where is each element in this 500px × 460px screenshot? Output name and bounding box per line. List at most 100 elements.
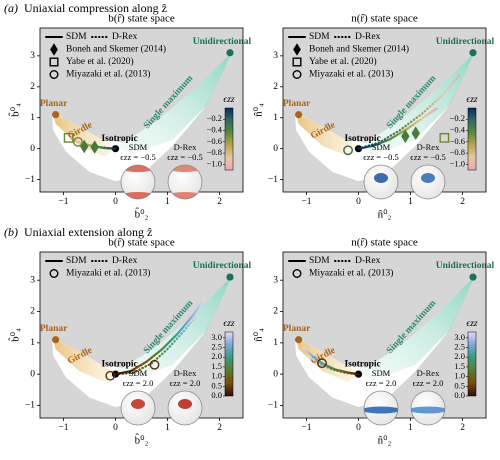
- reference-point: [295, 336, 303, 344]
- legend-label: Miyazaki et al. (2013): [66, 268, 150, 279]
- sphere-outline: [363, 390, 399, 426]
- inset-label: SDM: [372, 142, 391, 152]
- y-axis-label: b̂⁰₄: [8, 328, 22, 342]
- x-axis-label: b̂⁰₂: [135, 207, 149, 221]
- reference-point: [469, 49, 477, 57]
- inset-label: SDM: [372, 368, 391, 378]
- y-tick-label: 3: [30, 275, 35, 285]
- reference-point: [226, 273, 234, 281]
- marker: [343, 145, 353, 156]
- reference-point: [226, 49, 234, 57]
- legend-marker: [292, 57, 302, 67]
- sphere-pattern: [178, 399, 192, 409]
- colorbar-tick-label: 3.0: [211, 332, 222, 342]
- reference-label: Planar: [283, 99, 311, 109]
- sphere-outline: [410, 164, 446, 200]
- colorbar: [224, 107, 234, 171]
- reference-label: Isotropic: [101, 134, 137, 144]
- inset-label: D-Rex: [417, 368, 440, 378]
- inset-strain: ϵzz = −0.5: [167, 152, 202, 162]
- plot-area: [40, 252, 243, 418]
- reference-point: [52, 111, 60, 119]
- legend-label: Miyazaki et al. (2013): [309, 268, 393, 279]
- legend-label: Boneh and Skemer (2014): [309, 44, 409, 55]
- legend-label: Boneh and Skemer (2014): [66, 44, 166, 55]
- inset-strain: ϵzz = −0.5: [410, 152, 445, 162]
- x-axis-label: n̂⁰₂: [378, 209, 392, 221]
- y-tick-label: 2: [30, 307, 35, 317]
- reference-label: Planar: [40, 99, 68, 109]
- reference-label: Isotropic: [344, 134, 380, 144]
- legend-marker: [292, 269, 302, 279]
- legend-label: D-Rex: [355, 256, 381, 266]
- inset-strain: ϵzz = 2.0: [170, 378, 201, 388]
- x-axis-label: b̂⁰₂: [135, 433, 149, 447]
- y-tick-label: −1: [268, 175, 278, 185]
- sphere-outline: [120, 164, 156, 200]
- inset-strain: ϵzz = −0.5: [120, 152, 155, 162]
- single-maximum-band: [115, 51, 233, 155]
- x-tick-label: 0: [113, 423, 118, 433]
- single-maximum-band: [358, 275, 476, 381]
- inset-strain: ϵzz = −0.5: [363, 152, 398, 162]
- girdle-band: [53, 113, 119, 157]
- section-title: Uniaxial extension along ẑ: [24, 225, 152, 239]
- inset-label: SDM: [129, 368, 148, 378]
- sphere-pattern: [364, 406, 398, 414]
- series-line: [70, 137, 117, 150]
- colorbar: [467, 107, 477, 171]
- sphere-outline: [120, 390, 156, 426]
- series-line: [114, 312, 200, 376]
- legend-label: SDM: [309, 32, 330, 42]
- colorbar-tick-label: 3.0: [454, 332, 465, 342]
- colorbar-tick-label: −0.8: [207, 147, 222, 157]
- colorbar-tick-label: 0.5: [454, 380, 465, 390]
- marker: [63, 132, 74, 143]
- girdle-band: [296, 113, 362, 157]
- x-tick-label: −1: [58, 197, 68, 207]
- legend-label: Miyazaki et al. (2013): [66, 69, 150, 80]
- colorbar-tick-label: 0.5: [211, 380, 222, 390]
- sphere-pattern: [411, 406, 445, 414]
- inset-label: D-Rex: [174, 368, 197, 378]
- y-tick-label: −1: [25, 175, 35, 185]
- reference-point: [52, 336, 60, 344]
- series-line: [357, 107, 438, 150]
- colorbar-tick-label: 0.0: [211, 390, 222, 400]
- y-tick-label: 2: [273, 307, 278, 317]
- colorbar-tick-label: 2.5: [454, 341, 465, 351]
- legend-label: D-Rex: [112, 256, 138, 266]
- marker: [401, 129, 410, 144]
- legend-marker: [49, 57, 59, 67]
- inset-strain: ϵzz = 2.0: [413, 378, 444, 388]
- legend-label: D-Rex: [355, 32, 381, 42]
- x-tick-label: 0: [356, 423, 361, 433]
- x-tick-label: 2: [460, 197, 465, 207]
- panel-title: b(r̂) state space: [108, 237, 175, 249]
- x-tick-label: 1: [165, 197, 170, 207]
- x-tick-label: 1: [408, 423, 413, 433]
- panel-title: n(r̂) state space: [351, 237, 418, 249]
- x-tick-label: 2: [460, 423, 465, 433]
- y-tick-label: 1: [273, 113, 278, 123]
- legend-label: D-Rex: [112, 32, 138, 42]
- sphere-outline: [167, 390, 203, 426]
- legend-label: Yabe et al. (2020): [66, 56, 134, 67]
- sphere-outline: [363, 164, 399, 200]
- series-line: [307, 355, 360, 376]
- marker: [149, 359, 160, 370]
- marker: [411, 126, 420, 141]
- sphere-pattern: [421, 173, 435, 183]
- reference-label: Unidirectional: [436, 37, 495, 47]
- colorbar-tick-label: −0.6: [207, 136, 222, 146]
- series-line: [357, 73, 462, 150]
- colorbar-label: ϵzz: [466, 319, 478, 329]
- legend-marker: [49, 69, 59, 79]
- pattern-spot: [374, 173, 388, 183]
- y-tick-label: 3: [273, 51, 278, 61]
- colorbar-tick-label: 1.0: [454, 371, 465, 381]
- section-title: Uniaxial compression along ẑ: [24, 1, 167, 15]
- colorbar: [224, 331, 234, 397]
- reference-label: Planar: [40, 324, 68, 334]
- reference-label: Unidirectional: [436, 261, 495, 271]
